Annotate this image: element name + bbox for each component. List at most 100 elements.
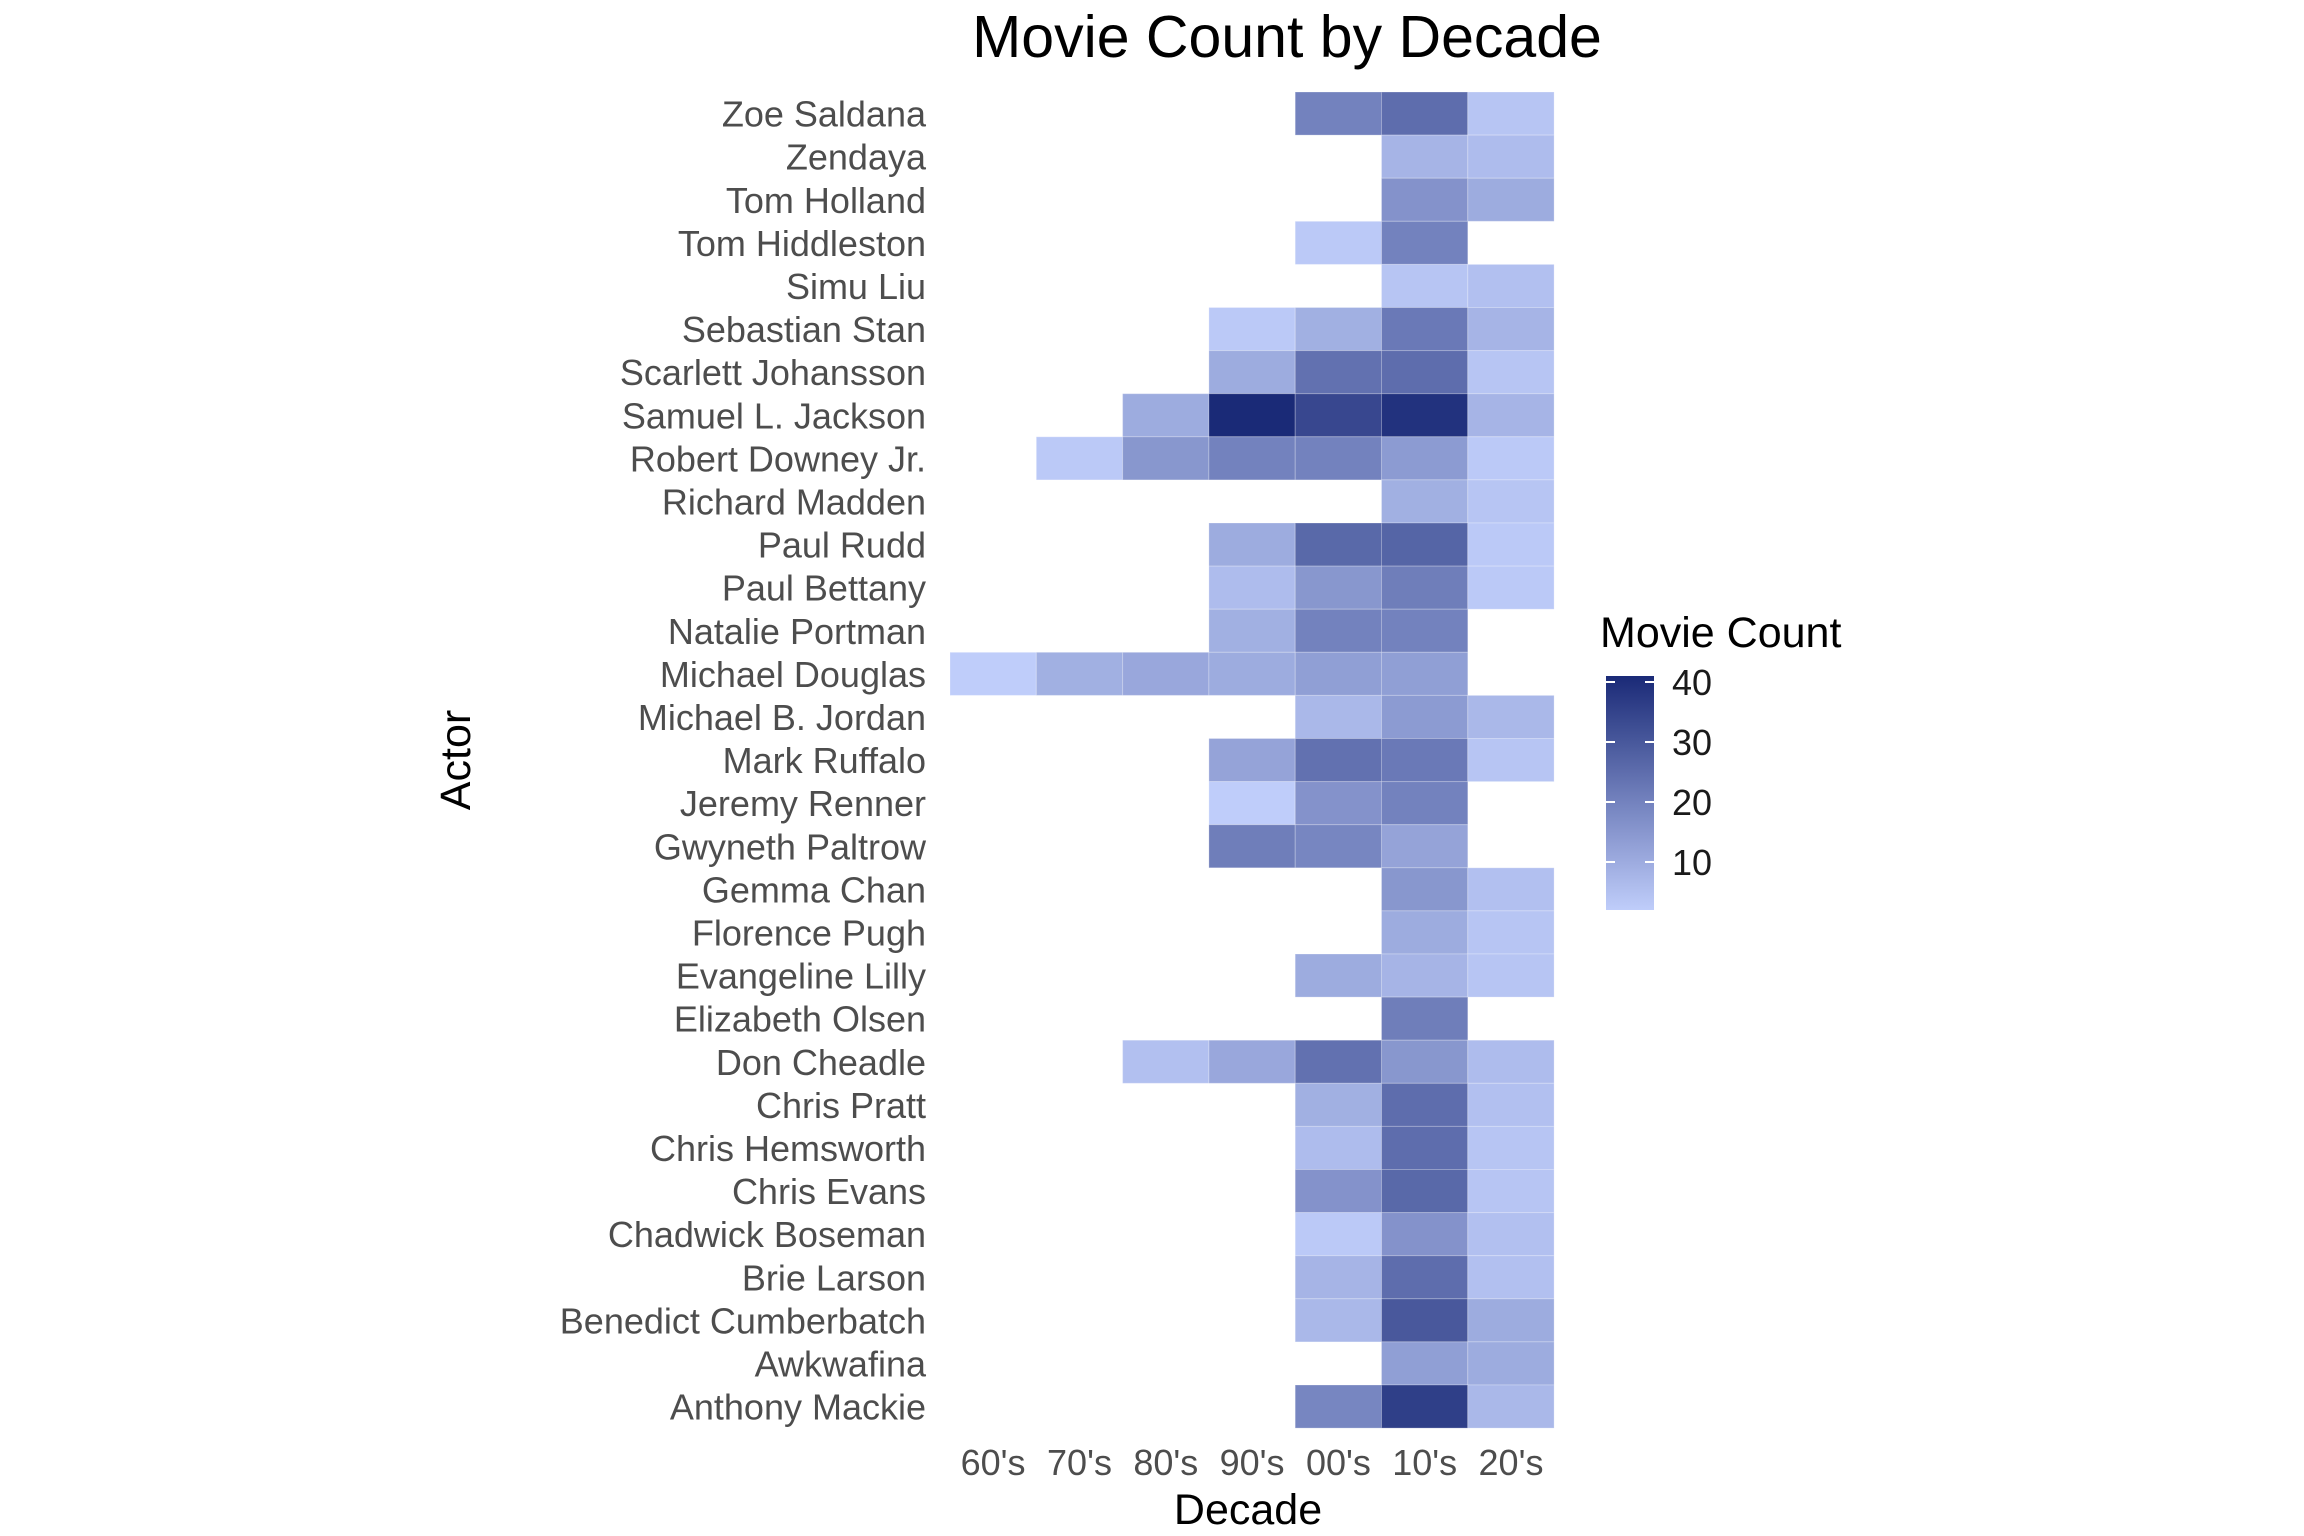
- heatmap-cell-awkwafina-10-s: [1381, 1341, 1469, 1386]
- colorbar-gradient: [1606, 676, 1654, 910]
- heatmap-cell-jeremy-renner-10-s: [1381, 781, 1469, 826]
- y-tick-label: Tom Hiddleston: [678, 223, 926, 264]
- y-tick-label: Chris Pratt: [756, 1085, 926, 1126]
- x-tick-label: 80's: [1133, 1442, 1198, 1483]
- heatmap-cell-mark-ruffalo-10-s: [1381, 738, 1469, 783]
- heatmap-cell-mark-ruffalo-00-s: [1294, 738, 1382, 783]
- heatmap-cell-chadwick-boseman-00-s: [1294, 1212, 1382, 1257]
- y-tick-label: Michael B. Jordan: [638, 697, 926, 738]
- heatmap-cell-natalie-portman-00-s: [1294, 608, 1382, 653]
- heatmap-cell-robert-downey-jr-10-s: [1381, 436, 1469, 481]
- heatmap-cell-don-cheadle-90-s: [1208, 1039, 1296, 1084]
- heatmap-cell-zoe-saldana-00-s: [1294, 91, 1382, 136]
- heatmap-cell-scarlett-johansson-10-s: [1381, 350, 1469, 395]
- colorbar-tick-label: 10: [1672, 842, 1712, 883]
- heatmap-cell-robert-downey-jr-80-s: [1122, 436, 1210, 481]
- heatmap-cell-jeremy-renner-90-s: [1208, 781, 1296, 826]
- heatmap-cell-florence-pugh-20-s: [1467, 910, 1555, 955]
- heatmap-cell-gemma-chan-10-s: [1381, 867, 1469, 912]
- y-tick-label: Zoe Saldana: [722, 94, 927, 135]
- heatmap-cell-richard-madden-10-s: [1381, 479, 1469, 524]
- y-tick-label: Sebastian Stan: [682, 309, 926, 350]
- x-tick-label: 60's: [961, 1442, 1026, 1483]
- heatmap-cell-robert-downey-jr-00-s: [1294, 436, 1382, 481]
- colorbar-tick-label: 30: [1672, 722, 1712, 763]
- heatmap-cell-michael-b-jordan-20-s: [1467, 694, 1555, 740]
- y-tick-label: Robert Downey Jr.: [630, 438, 926, 479]
- heatmap-cell-zoe-saldana-20-s: [1467, 91, 1555, 136]
- heatmap-cell-samuel-l-jackson-80-s: [1122, 393, 1210, 438]
- x-tick-label: 20's: [1479, 1442, 1544, 1483]
- heatmap-cell-evangeline-lilly-20-s: [1467, 953, 1555, 998]
- heatmap-cell-paul-bettany-20-s: [1467, 565, 1555, 610]
- y-tick-label: Jeremy Renner: [680, 783, 926, 824]
- heatmap-cell-mark-ruffalo-90-s: [1208, 738, 1296, 783]
- heatmap-cell-zendaya-20-s: [1467, 134, 1555, 179]
- heatmap-cell-paul-bettany-00-s: [1294, 565, 1382, 610]
- colorbar-legend: Movie Count 40 30 20 10: [1600, 609, 1841, 910]
- y-tick-label: Chris Evans: [732, 1171, 926, 1212]
- y-tick-label: Tom Holland: [726, 180, 926, 221]
- heatmap-cell-brie-larson-00-s: [1294, 1255, 1382, 1300]
- heatmap-cell-michael-douglas-90-s: [1208, 651, 1296, 696]
- y-tick-label: Chadwick Boseman: [608, 1214, 926, 1255]
- colorbar-tick-label: 20: [1672, 782, 1712, 823]
- y-tick-label: Gwyneth Paltrow: [654, 826, 927, 867]
- heatmap-cell-tom-hiddleston-10-s: [1381, 220, 1469, 265]
- heatmap-cell-mark-ruffalo-20-s: [1467, 738, 1555, 783]
- x-axis-title: Decade: [1174, 1486, 1322, 1534]
- heatmap-cell-michael-douglas-70-s: [1035, 651, 1124, 696]
- heatmap-cell-anthony-mackie-20-s: [1467, 1384, 1555, 1429]
- y-tick-label: Awkwafina: [755, 1344, 927, 1385]
- y-tick-label: Simu Liu: [786, 266, 926, 307]
- heatmap-cell-simu-liu-10-s: [1381, 263, 1469, 308]
- y-tick-label: Richard Madden: [662, 482, 926, 523]
- heatmap-cell-gemma-chan-20-s: [1467, 867, 1555, 912]
- heatmap-cell-don-cheadle-10-s: [1381, 1039, 1469, 1084]
- heatmap-cell-paul-rudd-10-s: [1381, 522, 1469, 567]
- heatmap-cell-benedict-cumberbatch-20-s: [1467, 1298, 1555, 1343]
- heatmap-cell-don-cheadle-80-s: [1122, 1039, 1210, 1084]
- heatmap-cell-brie-larson-20-s: [1467, 1255, 1555, 1300]
- heatmap-cell-paul-rudd-90-s: [1208, 522, 1296, 567]
- heatmap-cell-chadwick-boseman-20-s: [1467, 1212, 1555, 1257]
- heatmap-cell-zoe-saldana-10-s: [1381, 91, 1469, 136]
- heatmap-cell-chris-hemsworth-00-s: [1294, 1125, 1382, 1171]
- chart-title: Movie Count by Decade: [972, 4, 1602, 70]
- x-tick-labels: 60's 70's 80's 90's 00's 10's 20's: [961, 1442, 1544, 1483]
- heatmap-cell-robert-downey-jr-70-s: [1035, 436, 1124, 481]
- heatmap-cell-tom-hiddleston-00-s: [1294, 220, 1382, 265]
- heatmap-cell-sebastian-stan-00-s: [1294, 307, 1382, 352]
- heatmap-cell-chris-hemsworth-20-s: [1467, 1125, 1555, 1171]
- heatmap-cell-paul-rudd-00-s: [1294, 522, 1382, 567]
- heatmap-cells: [949, 91, 1555, 1429]
- heatmap-cell-scarlett-johansson-00-s: [1294, 350, 1382, 395]
- heatmap-cell-elizabeth-olsen-10-s: [1381, 996, 1469, 1041]
- heatmap-cell-michael-douglas-80-s: [1122, 651, 1210, 696]
- heatmap-cell-robert-downey-jr-20-s: [1467, 436, 1555, 481]
- y-tick-label: Benedict Cumberbatch: [560, 1300, 926, 1341]
- y-tick-label: Natalie Portman: [668, 611, 926, 652]
- heatmap-cell-chris-evans-20-s: [1467, 1169, 1555, 1214]
- heatmap-cell-sebastian-stan-20-s: [1467, 307, 1555, 352]
- heatmap-cell-chris-pratt-20-s: [1467, 1082, 1555, 1127]
- heatmap-cell-samuel-l-jackson-00-s: [1294, 393, 1382, 438]
- heatmap-cell-tom-holland-10-s: [1381, 177, 1469, 222]
- heatmap-cell-chris-pratt-10-s: [1381, 1082, 1469, 1127]
- heatmap-cell-don-cheadle-20-s: [1467, 1039, 1555, 1084]
- heatmap-cell-scarlett-johansson-90-s: [1208, 350, 1296, 395]
- heatmap-cell-paul-rudd-20-s: [1467, 522, 1555, 567]
- heatmap-cell-michael-douglas-10-s: [1381, 651, 1469, 696]
- heatmap-cell-sebastian-stan-90-s: [1208, 307, 1296, 352]
- x-tick-label: 10's: [1392, 1442, 1457, 1483]
- colorbar-tick-label: 40: [1672, 662, 1712, 703]
- y-tick-label: Anthony Mackie: [670, 1387, 926, 1428]
- heatmap-cell-tom-holland-20-s: [1467, 177, 1555, 222]
- heatmap-cell-simu-liu-20-s: [1467, 263, 1555, 308]
- y-tick-label: Mark Ruffalo: [723, 740, 926, 781]
- heatmap-cell-florence-pugh-10-s: [1381, 910, 1469, 955]
- y-tick-label: Elizabeth Olsen: [674, 999, 926, 1040]
- heatmap-cell-richard-madden-20-s: [1467, 479, 1555, 524]
